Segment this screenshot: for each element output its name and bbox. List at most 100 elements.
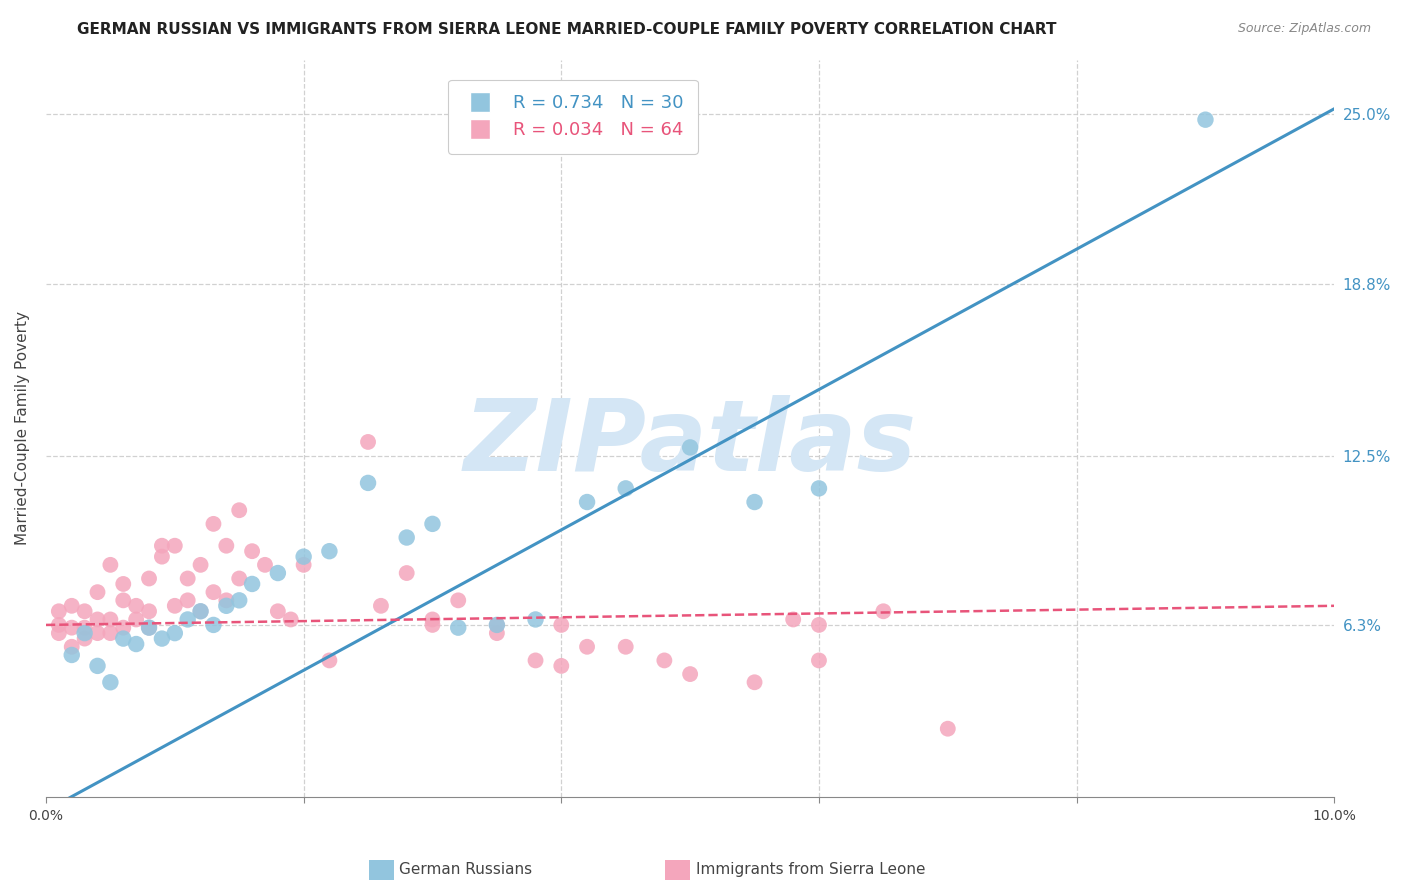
- Point: [48, 604, 70, 618]
- Text: ZIPatlas: ZIPatlas: [464, 394, 917, 491]
- Point: [228, 503, 250, 517]
- Point: [614, 640, 637, 654]
- Point: [292, 558, 315, 572]
- Point: [679, 441, 702, 455]
- Point: [138, 572, 160, 586]
- Point: [150, 539, 173, 553]
- Point: [202, 618, 225, 632]
- Point: [163, 626, 186, 640]
- Point: [228, 572, 250, 586]
- Point: [215, 599, 238, 613]
- Point: [112, 577, 135, 591]
- Point: [654, 653, 676, 667]
- Point: [267, 604, 290, 618]
- Point: [60, 599, 83, 613]
- Point: [73, 621, 96, 635]
- Point: [100, 558, 122, 572]
- Point: [73, 604, 96, 618]
- Point: [112, 621, 135, 635]
- Point: [86, 585, 108, 599]
- Point: [240, 577, 263, 591]
- Point: [228, 593, 250, 607]
- Point: [150, 632, 173, 646]
- Point: [807, 618, 830, 632]
- Point: [112, 593, 135, 607]
- Point: [176, 612, 198, 626]
- Point: [422, 618, 444, 632]
- Point: [679, 667, 702, 681]
- Point: [48, 626, 70, 640]
- Point: [280, 612, 302, 626]
- Point: [150, 549, 173, 564]
- Point: [138, 621, 160, 635]
- Point: [163, 539, 186, 553]
- Point: [163, 599, 186, 613]
- Point: [576, 495, 599, 509]
- Point: [422, 516, 444, 531]
- Legend: R = 0.734   N = 30, R = 0.034   N = 64: R = 0.734 N = 30, R = 0.034 N = 64: [449, 79, 697, 153]
- Point: [86, 612, 108, 626]
- Point: [357, 434, 380, 449]
- Point: [807, 653, 830, 667]
- Point: [240, 544, 263, 558]
- Point: [485, 618, 508, 632]
- Point: [125, 599, 148, 613]
- Point: [125, 612, 148, 626]
- Point: [292, 549, 315, 564]
- Point: [422, 612, 444, 626]
- Point: [176, 572, 198, 586]
- Point: [190, 604, 212, 618]
- Text: Immigrants from Sierra Leone: Immigrants from Sierra Leone: [696, 863, 925, 877]
- Point: [138, 621, 160, 635]
- Point: [73, 626, 96, 640]
- Point: [395, 566, 418, 580]
- Point: [1194, 112, 1216, 127]
- Point: [614, 482, 637, 496]
- Point: [267, 566, 290, 580]
- Point: [125, 637, 148, 651]
- Point: [744, 675, 766, 690]
- Point: [190, 558, 212, 572]
- Point: [138, 604, 160, 618]
- Point: [48, 618, 70, 632]
- Point: [318, 544, 340, 558]
- Point: [202, 585, 225, 599]
- Point: [100, 626, 122, 640]
- Point: [253, 558, 276, 572]
- Y-axis label: Married-Couple Family Poverty: Married-Couple Family Poverty: [15, 311, 30, 545]
- Point: [524, 612, 547, 626]
- Text: German Russians: German Russians: [399, 863, 533, 877]
- Point: [782, 612, 804, 626]
- Point: [395, 531, 418, 545]
- Point: [744, 495, 766, 509]
- Point: [550, 618, 572, 632]
- Point: [190, 604, 212, 618]
- Point: [370, 599, 392, 613]
- Point: [86, 626, 108, 640]
- Point: [872, 604, 894, 618]
- Point: [176, 593, 198, 607]
- Point: [60, 648, 83, 662]
- Point: [60, 640, 83, 654]
- Text: Source: ZipAtlas.com: Source: ZipAtlas.com: [1237, 22, 1371, 36]
- Point: [357, 475, 380, 490]
- Point: [485, 626, 508, 640]
- Point: [100, 612, 122, 626]
- Text: GERMAN RUSSIAN VS IMMIGRANTS FROM SIERRA LEONE MARRIED-COUPLE FAMILY POVERTY COR: GERMAN RUSSIAN VS IMMIGRANTS FROM SIERRA…: [77, 22, 1057, 37]
- Point: [524, 653, 547, 667]
- Point: [73, 632, 96, 646]
- Point: [576, 640, 599, 654]
- Point: [60, 621, 83, 635]
- Point: [86, 659, 108, 673]
- Point: [936, 722, 959, 736]
- Point: [202, 516, 225, 531]
- Point: [100, 675, 122, 690]
- Point: [447, 621, 470, 635]
- Point: [112, 632, 135, 646]
- Point: [807, 482, 830, 496]
- Point: [215, 539, 238, 553]
- Point: [318, 653, 340, 667]
- Point: [550, 659, 572, 673]
- Point: [447, 593, 470, 607]
- Point: [485, 618, 508, 632]
